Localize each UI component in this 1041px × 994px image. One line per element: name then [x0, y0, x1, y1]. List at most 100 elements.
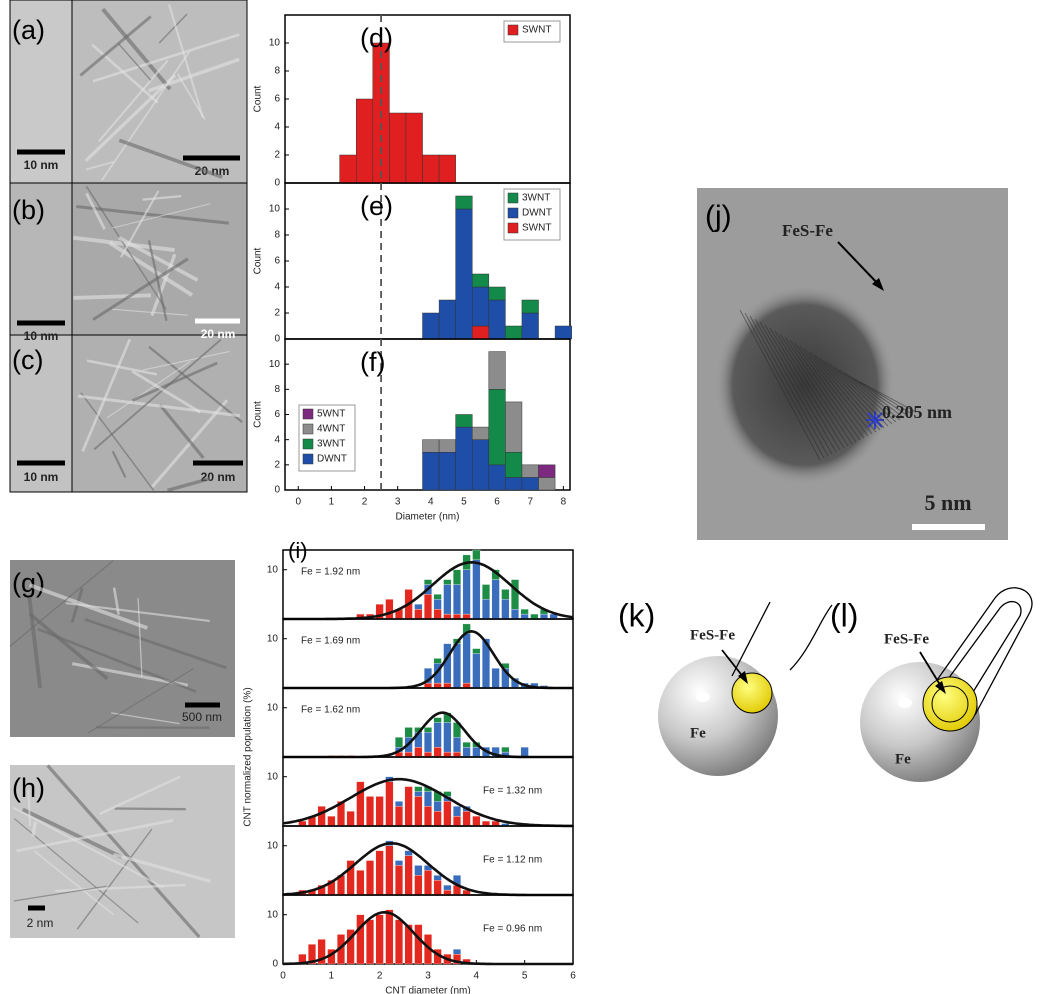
bar [489, 352, 506, 390]
scale-label: 500 nm [182, 710, 222, 724]
bar [328, 816, 336, 826]
bar [434, 609, 442, 619]
bar [434, 599, 442, 609]
bar [472, 427, 489, 440]
x-tick-label: 0 [295, 497, 301, 508]
scale-label: 10 nm [24, 158, 59, 172]
y-tick-label: 10 [269, 359, 281, 370]
bar [473, 654, 481, 689]
bar [405, 787, 413, 826]
bar [473, 550, 481, 560]
legend-label: 4WNT [317, 424, 345, 435]
bar [444, 585, 452, 615]
x-tick-label: 5 [461, 497, 467, 508]
x-tick-label: 1 [329, 497, 335, 508]
x-tick-label: 4 [474, 971, 480, 982]
bar [405, 727, 413, 737]
legend-label: 5WNT [317, 409, 345, 420]
y-tick-label: 8 [274, 230, 280, 241]
bar [453, 949, 461, 954]
bar [456, 415, 473, 428]
annotation: Fe = 1.12 nm [483, 855, 542, 866]
bar [357, 870, 365, 895]
chart: 10Fe = 1.69 nm [267, 619, 573, 688]
bar [502, 747, 510, 752]
bar [521, 747, 529, 757]
chart: 10Fe = 1.32 nm [267, 757, 573, 826]
bar [434, 594, 442, 599]
x-axis-label: CNT diameter (nm) [385, 986, 470, 994]
legend-label: 3WNT [317, 439, 345, 450]
annotation: Fe = 1.32 nm [483, 786, 542, 797]
fe-sphere [658, 656, 778, 776]
panel-label: (f) [360, 347, 385, 377]
y-tick-label: 0 [274, 334, 280, 345]
bar [473, 747, 481, 757]
texture [115, 808, 186, 809]
bar [395, 920, 403, 964]
bar [463, 742, 471, 747]
bar [439, 452, 456, 490]
bar [434, 880, 442, 895]
y-tick-label: 2 [274, 459, 280, 470]
x-tick-label: 5 [522, 971, 528, 982]
annotation: Fe [895, 751, 911, 767]
x-tick-label: 8 [561, 497, 567, 508]
annotation: FeS-Fe [884, 631, 929, 647]
bar [423, 155, 440, 183]
bar [463, 747, 471, 757]
x-tick-label: 3 [425, 971, 431, 982]
panel-label: (i) [288, 538, 308, 563]
bar [415, 796, 423, 826]
annotation: Fe = 1.92 nm [301, 567, 360, 578]
bar [444, 885, 452, 890]
y-tick-label: 2 [274, 150, 280, 161]
bar [511, 609, 519, 619]
bar [415, 609, 423, 619]
chart: 10(i)CNT normalized population (%)Fe = 1… [243, 538, 573, 827]
bar [347, 811, 355, 826]
bar [489, 465, 506, 490]
y-tick-label: 10 [267, 633, 279, 644]
scale-label: 20 nm [201, 470, 236, 484]
panel-label: (b) [12, 195, 45, 225]
bar [453, 737, 461, 752]
bar [453, 806, 461, 816]
bar [453, 816, 461, 826]
bar [473, 816, 481, 826]
x-tick-label: 0 [280, 971, 286, 982]
bar [472, 326, 489, 339]
bar [482, 585, 490, 600]
panel-label: (l) [830, 597, 858, 633]
bar [395, 861, 403, 866]
y-tick-label: 8 [274, 66, 280, 77]
bar [505, 452, 522, 477]
bar [318, 806, 326, 826]
bar [463, 570, 471, 614]
bar [366, 920, 374, 964]
bar [376, 796, 384, 826]
legend-swatch [303, 454, 313, 464]
bar [415, 604, 423, 609]
bar [424, 594, 432, 619]
bar [539, 465, 556, 478]
chart: 0246810(e)Count3WNTDWNTSWNT [253, 183, 572, 345]
bar [453, 570, 461, 585]
legend-swatch [303, 409, 313, 419]
bar [492, 580, 500, 619]
y-tick-label: 4 [274, 122, 280, 133]
bar [434, 718, 442, 723]
x-tick-label: 6 [494, 497, 500, 508]
chart: 0246810012345678(f)CountDiameter (nm)5WN… [253, 339, 570, 523]
y-tick-label: 6 [274, 409, 280, 420]
bar [505, 477, 522, 490]
bar [415, 792, 423, 797]
bar [473, 560, 481, 619]
legend-swatch [508, 193, 518, 203]
bar [357, 915, 365, 964]
y-tick-label: 10 [269, 38, 281, 49]
bar [444, 801, 452, 826]
bar [424, 580, 432, 585]
bar [539, 477, 556, 490]
bar [453, 585, 461, 615]
